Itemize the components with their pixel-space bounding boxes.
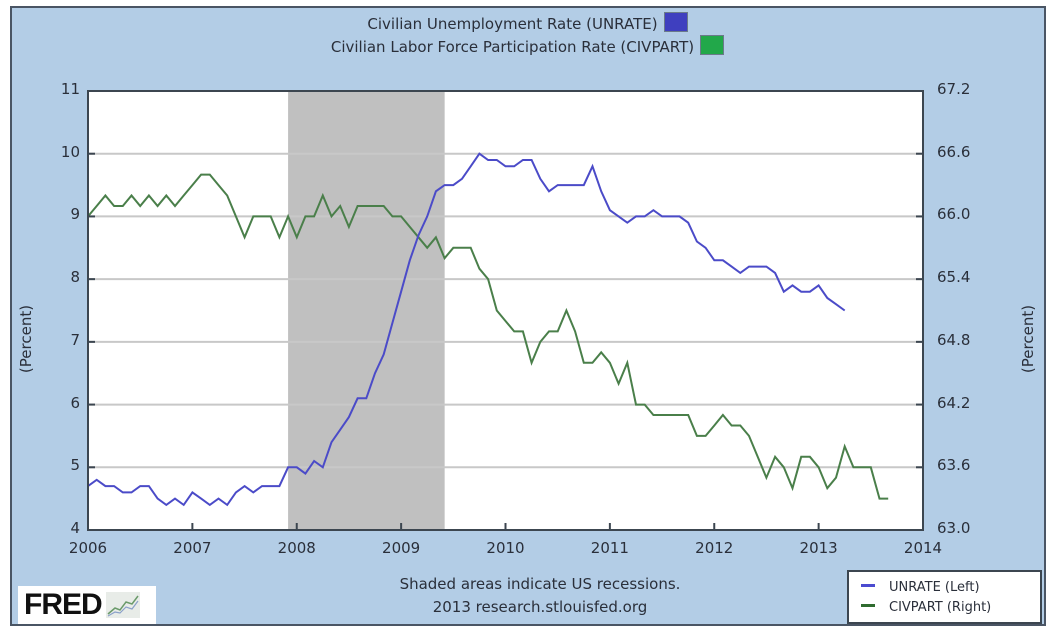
recession-note: Shaded areas indicate US recessions. — [399, 575, 681, 593]
right-tick-label: 64.8 — [937, 330, 971, 349]
left-tick-label: 5 — [70, 456, 80, 475]
left-tick-label: 4 — [70, 519, 80, 537]
left-tick-label: 6 — [70, 393, 80, 412]
left-tick-label: 11 — [60, 80, 80, 98]
title-civpart-text: Civilian Labor Force Participation Rate … — [330, 38, 695, 56]
right-tick-label: 66.6 — [937, 142, 971, 161]
title-unrate: Civilian Unemployment Rate (UNRATE) — [0, 12, 1055, 33]
x-tick-label: 2006 — [68, 539, 108, 557]
x-tick-label: 2010 — [486, 539, 525, 557]
source-note: 2013 research.stlouisfed.org — [432, 598, 648, 616]
right-tick-label: 67.2 — [937, 80, 971, 98]
unrate-color-swatch — [663, 12, 688, 32]
recession-shading — [288, 91, 445, 530]
right-tick-label: 66.0 — [937, 205, 971, 224]
right-tick-label: 63.0 — [937, 519, 971, 537]
civpart-color-swatch — [700, 35, 725, 55]
civpart-legend-icon — [861, 604, 875, 607]
x-tick-label: 2008 — [277, 539, 316, 557]
civpart-line — [87, 173, 889, 500]
x-tick-label: 2007 — [173, 539, 212, 557]
title-civpart: Civilian Labor Force Participation Rate … — [0, 35, 1055, 56]
left-tick-label: 8 — [70, 268, 80, 287]
x-tick-label: 2011 — [590, 539, 629, 557]
legend-item-unrate: UNRATE (Left) — [861, 580, 980, 595]
x-tick-label: 2012 — [695, 539, 734, 557]
left-tick-label: 7 — [70, 330, 80, 349]
right-tick-label: 64.2 — [937, 393, 971, 412]
unrate-legend-icon — [861, 584, 875, 587]
x-tick-label: 2014 — [903, 539, 943, 557]
fred-logo-text: FRED — [24, 588, 103, 621]
x-tick-label: 2013 — [799, 539, 838, 557]
right-tick-label: 65.4 — [937, 268, 971, 287]
chart-legend: UNRATE (Left) CIVPART (Right) — [847, 570, 1042, 624]
right-tick-label: 63.6 — [937, 456, 971, 475]
left-axis-title: (Percent) — [17, 304, 36, 374]
x-tick-label: 2009 — [382, 539, 421, 557]
fred-logo[interactable]: FRED — [18, 586, 156, 624]
legend-item-civpart: CIVPART (Right) — [861, 600, 991, 615]
left-tick-label: 10 — [60, 142, 80, 161]
axis-ticks — [88, 90, 923, 531]
right-axis-title: (Percent) — [1019, 304, 1038, 374]
plot-background — [88, 91, 923, 530]
left-tick-label: 9 — [70, 205, 80, 224]
gridlines — [88, 152, 923, 469]
unrate-line — [87, 152, 846, 507]
chart-thumbnail-icon — [105, 592, 140, 618]
title-unrate-text: Civilian Unemployment Rate (UNRATE) — [367, 15, 658, 33]
